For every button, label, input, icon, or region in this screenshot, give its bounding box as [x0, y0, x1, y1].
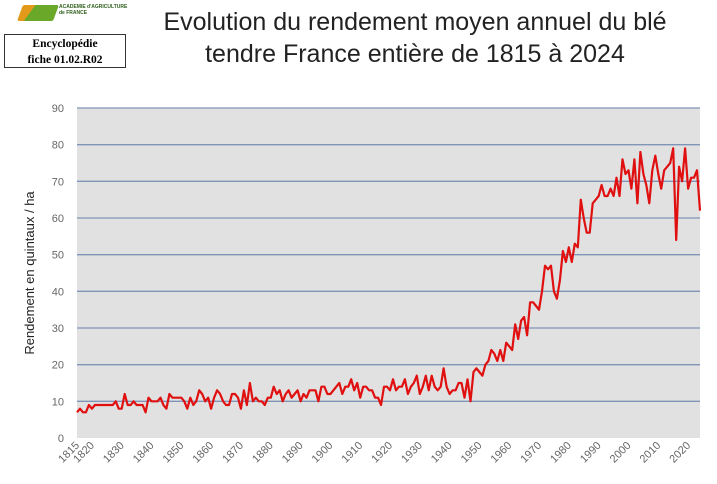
- y-axis-label: Rendement en quintaux / ha: [22, 191, 37, 355]
- series-line: [76, 147, 702, 414]
- plot-area: [77, 108, 700, 438]
- logo-text: ACADEMIE d'AGRICULTURE de FRANCE: [59, 4, 128, 16]
- x-tick-label: 1940: [429, 440, 455, 466]
- y-tick-label: 20: [52, 360, 64, 372]
- x-tick-label: 1860: [190, 440, 216, 466]
- x-tick-label: 1960: [489, 440, 515, 466]
- x-tick-label: 1930: [399, 440, 425, 466]
- y-tick-label: 60: [52, 213, 64, 225]
- x-tick-label: 1990: [578, 440, 604, 466]
- x-tick-label: 2010: [638, 440, 664, 466]
- x-tick-label: 1840: [131, 440, 157, 466]
- x-tick-label: 1910: [340, 440, 366, 466]
- academie-logo: ACADEMIE d'AGRICULTURE de FRANCE: [17, 4, 140, 26]
- y-tick-label: 80: [52, 140, 64, 152]
- x-tick-label: 1880: [250, 440, 276, 466]
- y-tick-label: 40: [52, 286, 64, 298]
- y-tick-label: 70: [52, 176, 64, 188]
- x-tick-label: 1830: [101, 440, 127, 466]
- x-tick-label: 1950: [459, 440, 485, 466]
- chart-title: Evolution du rendement moyen annuel du b…: [163, 8, 667, 68]
- x-tick-label: 1970: [518, 440, 544, 466]
- x-tick-label: 2000: [608, 440, 634, 466]
- y-tick-label: 30: [52, 323, 64, 335]
- fiche-box: Encyclopédie fiche 01.02.R02: [4, 34, 126, 68]
- fiche-line2: fiche 01.02.R02: [27, 54, 103, 66]
- y-tick-label: 10: [52, 396, 64, 408]
- fiche-line1: Encyclopédie: [32, 38, 98, 50]
- x-tick-label: 1920: [369, 440, 395, 466]
- x-tick-label: 1850: [161, 440, 187, 466]
- x-tick-label: 2020: [667, 440, 693, 466]
- x-tick-label: 1900: [310, 440, 336, 466]
- y-tick-label: 90: [52, 103, 64, 115]
- x-tick-label: 1980: [548, 440, 574, 466]
- y-tick-label: 50: [52, 250, 64, 262]
- x-tick-label: 1870: [220, 440, 246, 466]
- x-tick-label: 1890: [280, 440, 306, 466]
- y-tick-label: 0: [58, 433, 64, 445]
